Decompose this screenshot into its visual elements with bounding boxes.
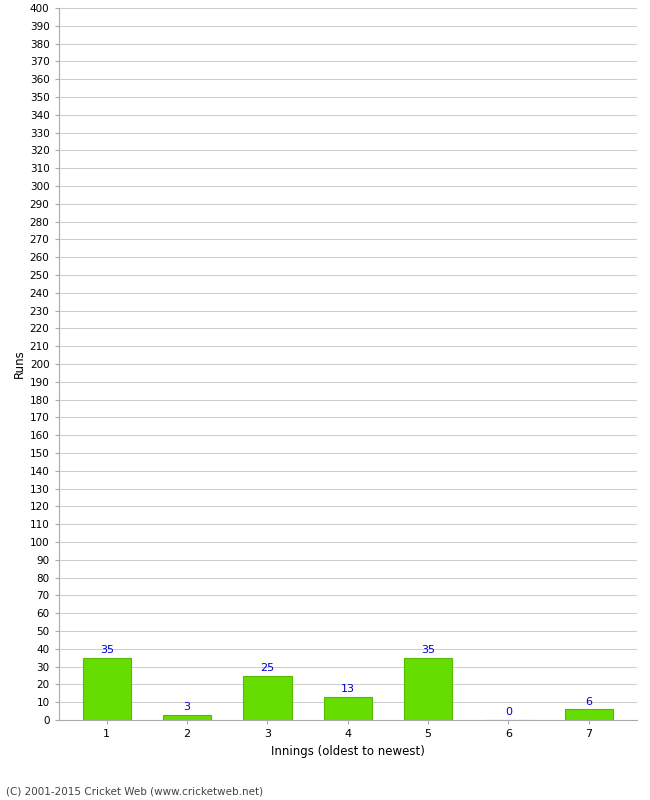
X-axis label: Innings (oldest to newest): Innings (oldest to newest): [271, 745, 424, 758]
Text: 35: 35: [99, 645, 114, 655]
Bar: [163, 714, 211, 720]
Bar: [565, 710, 613, 720]
Text: 35: 35: [421, 645, 435, 655]
Bar: [83, 658, 131, 720]
Bar: [324, 697, 372, 720]
Text: 0: 0: [505, 707, 512, 718]
Text: (C) 2001-2015 Cricket Web (www.cricketweb.net): (C) 2001-2015 Cricket Web (www.cricketwe…: [6, 786, 264, 796]
Bar: [404, 658, 452, 720]
Text: 3: 3: [183, 702, 190, 712]
Text: 6: 6: [585, 697, 592, 706]
Text: 13: 13: [341, 684, 355, 694]
Bar: [243, 675, 291, 720]
Text: 25: 25: [261, 663, 274, 673]
Y-axis label: Runs: Runs: [12, 350, 25, 378]
